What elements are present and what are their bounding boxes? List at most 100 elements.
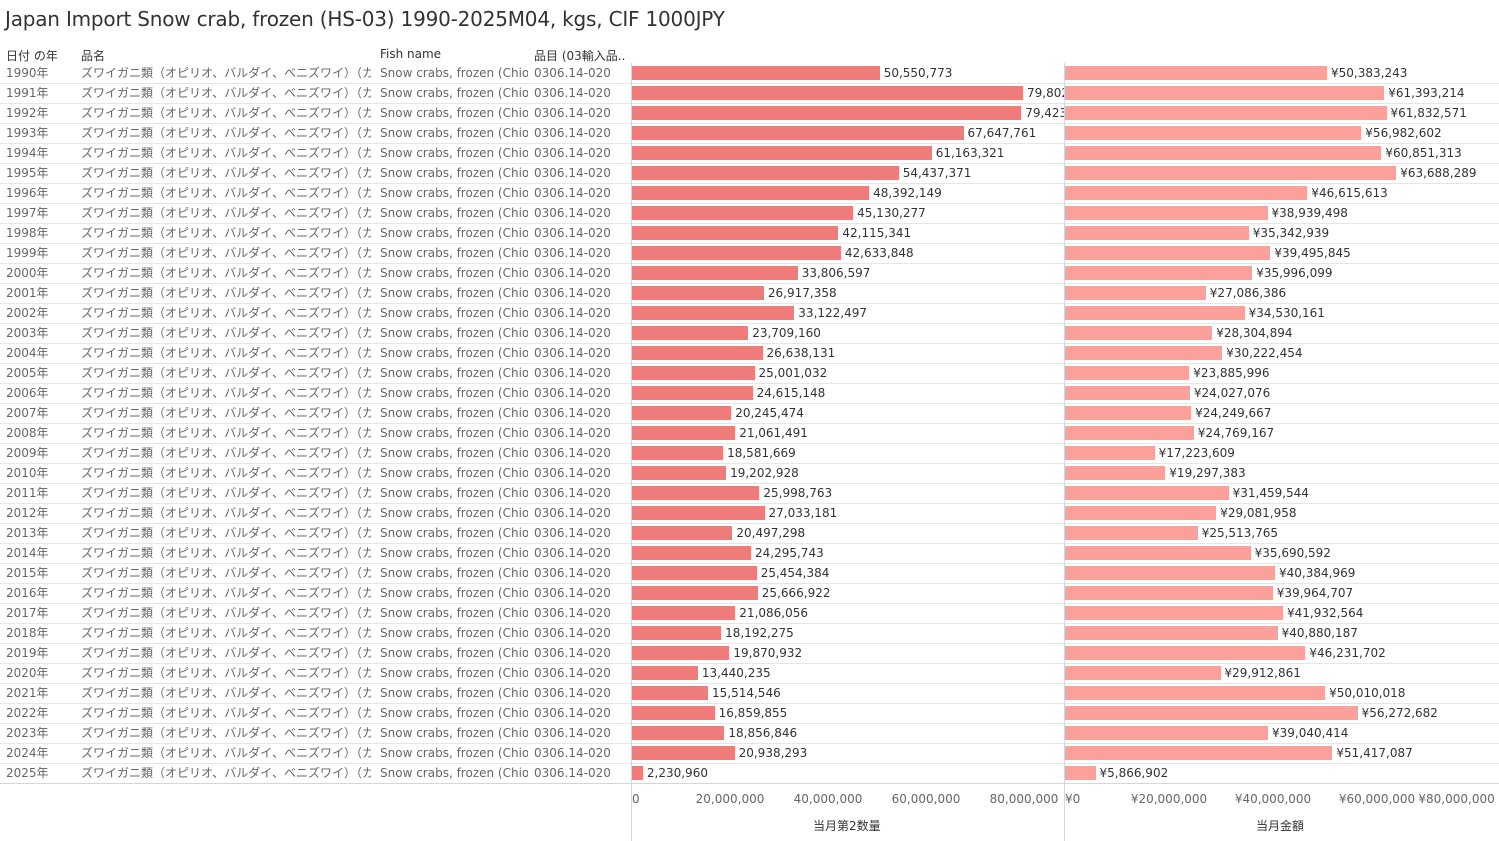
amount-bar[interactable] <box>1065 66 1327 80</box>
table-row[interactable]: 2012年 ズワイガニ類（オピリオ、バルダイ、ベニズワイ）（カニ）、冷.. Snow… <box>0 503 1499 524</box>
table-row[interactable]: 1998年 ズワイガニ類（オピリオ、バルダイ、ベニズワイ）（カニ）、冷.. Snow… <box>0 223 1499 244</box>
quantity-bar[interactable] <box>632 186 870 200</box>
quantity-bar[interactable] <box>632 706 715 720</box>
table-row[interactable]: 1990年 ズワイガニ類（オピリオ、バルダイ、ベニズワイ）（カニ）、冷.. Snow… <box>0 63 1499 84</box>
table-row[interactable]: 1992年 ズワイガニ類（オピリオ、バルダイ、ベニズワイ）（カニ）、冷.. Snow… <box>0 103 1499 124</box>
quantity-bar[interactable] <box>632 646 730 660</box>
quantity-bar[interactable] <box>632 406 732 420</box>
amount-bar[interactable] <box>1065 466 1166 480</box>
quantity-bar[interactable] <box>632 66 880 80</box>
amount-bar[interactable] <box>1065 506 1217 520</box>
table-row[interactable]: 2002年 ズワイガニ類（オピリオ、バルダイ、ベニズワイ）（カニ）、冷.. Snow… <box>0 303 1499 324</box>
table-row[interactable]: 1997年 ズワイガニ類（オピリオ、バルダイ、ベニズワイ）（カニ）、冷.. Snow… <box>0 203 1499 224</box>
amount-bar[interactable] <box>1065 666 1221 680</box>
amount-bar[interactable] <box>1065 566 1275 580</box>
quantity-bar[interactable] <box>632 766 643 780</box>
quantity-bar[interactable] <box>632 206 854 220</box>
quantity-bar[interactable] <box>632 446 724 460</box>
quantity-bar[interactable] <box>632 526 733 540</box>
table-row[interactable]: 1993年 ズワイガニ類（オピリオ、バルダイ、ベニズワイ）（カニ）、冷.. Snow… <box>0 123 1499 144</box>
table-row[interactable]: 2000年 ズワイガニ類（オピリオ、バルダイ、ベニズワイ）（カニ）、冷.. Snow… <box>0 263 1499 284</box>
quantity-bar[interactable] <box>632 506 765 520</box>
table-row[interactable]: 2017年 ズワイガニ類（オピリオ、バルダイ、ベニズワイ）（カニ）、冷.. Snow… <box>0 603 1499 624</box>
quantity-bar[interactable] <box>632 346 763 360</box>
quantity-bar[interactable] <box>632 626 722 640</box>
table-row[interactable]: 2011年 ズワイガニ類（オピリオ、バルダイ、ベニズワイ）（カニ）、冷.. Snow… <box>0 483 1499 504</box>
amount-bar[interactable] <box>1065 606 1283 620</box>
amount-bar[interactable] <box>1065 426 1194 440</box>
quantity-bar[interactable] <box>632 546 751 560</box>
table-row[interactable]: 1999年 ズワイガニ類（オピリオ、バルダイ、ベニズワイ）（カニ）、冷.. Snow… <box>0 243 1499 264</box>
amount-bar[interactable] <box>1065 486 1229 500</box>
quantity-bar[interactable] <box>632 566 757 580</box>
quantity-bar[interactable] <box>632 226 839 240</box>
quantity-bar[interactable] <box>632 86 1023 100</box>
amount-bar[interactable] <box>1065 406 1192 420</box>
quantity-bar[interactable] <box>632 426 736 440</box>
amount-bar[interactable] <box>1065 166 1397 180</box>
amount-bar[interactable] <box>1065 206 1268 220</box>
column-header-code[interactable]: 品目 (03輸入品.. <box>534 49 626 63</box>
table-row[interactable]: 2023年 ズワイガニ類（オピリオ、バルダイ、ベニズワイ）（カニ）、冷.. Snow… <box>0 723 1499 744</box>
amount-bar[interactable] <box>1065 626 1278 640</box>
quantity-bar[interactable] <box>632 146 932 160</box>
amount-bar[interactable] <box>1065 326 1213 340</box>
amount-bar[interactable] <box>1065 746 1333 760</box>
amount-bar[interactable] <box>1065 126 1362 140</box>
table-row[interactable]: 2024年 ズワイガニ類（オピリオ、バルダイ、ベニズワイ）（カニ）、冷.. Snow… <box>0 743 1499 764</box>
amount-bar[interactable] <box>1065 686 1326 700</box>
quantity-bar[interactable] <box>632 166 899 180</box>
table-row[interactable]: 2003年 ズワイガニ類（オピリオ、バルダイ、ベニズワイ）（カニ）、冷.. Snow… <box>0 323 1499 344</box>
amount-bar[interactable] <box>1065 526 1198 540</box>
amount-bar[interactable] <box>1065 546 1251 560</box>
quantity-bar[interactable] <box>632 726 725 740</box>
table-row[interactable]: 1991年 ズワイガニ類（オピリオ、バルダイ、ベニズワイ）（カニ）、冷.. Snow… <box>0 83 1499 104</box>
quantity-bar[interactable] <box>632 666 698 680</box>
quantity-bar[interactable] <box>632 326 749 340</box>
table-row[interactable]: 2001年 ズワイガニ類（オピリオ、バルダイ、ベニズワイ）（カニ）、冷.. Snow… <box>0 283 1499 304</box>
amount-bar[interactable] <box>1065 726 1268 740</box>
amount-bar[interactable] <box>1065 706 1358 720</box>
quantity-bar[interactable] <box>632 686 708 700</box>
table-row[interactable]: 2015年 ズワイガニ類（オピリオ、バルダイ、ベニズワイ）（カニ）、冷.. Snow… <box>0 563 1499 584</box>
table-row[interactable]: 1995年 ズワイガニ類（オピリオ、バルダイ、ベニズワイ）（カニ）、冷.. Snow… <box>0 163 1499 184</box>
quantity-bar[interactable] <box>632 126 964 140</box>
quantity-bar[interactable] <box>632 286 764 300</box>
quantity-bar[interactable] <box>632 366 755 380</box>
quantity-bar[interactable] <box>632 586 758 600</box>
table-row[interactable]: 2010年 ズワイガニ類（オピリオ、バルダイ、ベニズワイ）（カニ）、冷.. Snow… <box>0 463 1499 484</box>
table-row[interactable]: 2016年 ズワイガニ類（オピリオ、バルダイ、ベニズワイ）（カニ）、冷.. Snow… <box>0 583 1499 604</box>
table-row[interactable]: 2007年 ズワイガニ類（オピリオ、バルダイ、ベニズワイ）（カニ）、冷.. Snow… <box>0 403 1499 424</box>
column-header-name[interactable]: 品名 <box>81 49 106 63</box>
table-row[interactable]: 2020年 ズワイガニ類（オピリオ、バルダイ、ベニズワイ）（カニ）、冷.. Snow… <box>0 663 1499 684</box>
amount-bar[interactable] <box>1065 106 1387 120</box>
amount-bar[interactable] <box>1065 306 1245 320</box>
amount-bar[interactable] <box>1065 346 1223 360</box>
amount-bar[interactable] <box>1065 146 1382 160</box>
amount-bar[interactable] <box>1065 446 1155 460</box>
amount-bar[interactable] <box>1065 246 1271 260</box>
table-row[interactable]: 2019年 ズワイガニ類（オピリオ、バルダイ、ベニズワイ）（カニ）、冷.. Snow… <box>0 643 1499 664</box>
table-row[interactable]: 2022年 ズワイガニ類（オピリオ、バルダイ、ベニズワイ）（カニ）、冷.. Snow… <box>0 703 1499 724</box>
quantity-bar[interactable] <box>632 486 760 500</box>
table-row[interactable]: 1994年 ズワイガニ類（オピリオ、バルダイ、ベニズワイ）（カニ）、冷.. Snow… <box>0 143 1499 164</box>
table-row[interactable]: 2014年 ズワイガニ類（オピリオ、バルダイ、ベニズワイ）（カニ）、冷.. Snow… <box>0 543 1499 564</box>
table-row[interactable]: 2009年 ズワイガニ類（オピリオ、バルダイ、ベニズワイ）（カニ）、冷.. Snow… <box>0 443 1499 464</box>
amount-bar[interactable] <box>1065 266 1253 280</box>
amount-bar[interactable] <box>1065 366 1190 380</box>
table-row[interactable]: 2013年 ズワイガニ類（オピリオ、バルダイ、ベニズワイ）（カニ）、冷.. Snow… <box>0 523 1499 544</box>
amount-bar[interactable] <box>1065 646 1306 660</box>
quantity-bar[interactable] <box>632 746 735 760</box>
quantity-bar[interactable] <box>632 306 795 320</box>
table-row[interactable]: 2018年 ズワイガニ類（オピリオ、バルダイ、ベニズワイ）（カニ）、冷.. Snow… <box>0 623 1499 644</box>
column-header-year[interactable]: 日付 の年 <box>6 49 58 63</box>
table-row[interactable]: 1996年 ズワイガニ類（オピリオ、バルダイ、ベニズワイ）（カニ）、冷.. Snow… <box>0 183 1499 204</box>
table-row[interactable]: 2021年 ズワイガニ類（オピリオ、バルダイ、ベニズワイ）（カニ）、冷.. Snow… <box>0 683 1499 704</box>
quantity-bar[interactable] <box>632 466 727 480</box>
amount-bar[interactable] <box>1065 766 1096 780</box>
column-header-fish[interactable]: Fish name <box>380 47 442 61</box>
amount-bar[interactable] <box>1065 586 1273 600</box>
amount-bar[interactable] <box>1065 226 1249 240</box>
table-row[interactable]: 2006年 ズワイガニ類（オピリオ、バルダイ、ベニズワイ）（カニ）、冷.. Snow… <box>0 383 1499 404</box>
amount-bar[interactable] <box>1065 86 1385 100</box>
